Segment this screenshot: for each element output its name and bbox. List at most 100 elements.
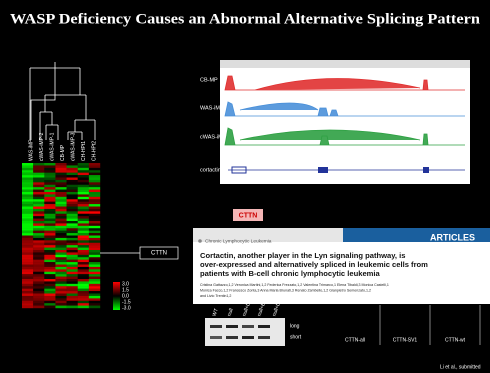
- heatmap-cell: [78, 233, 89, 236]
- page: {"title": "WASP Deficiency Causes an Abn…: [0, 0, 490, 373]
- author-line: and Livio Trentin1,2: [200, 294, 231, 298]
- heatmap-cell: [89, 245, 100, 248]
- heatmap-cell: [33, 294, 44, 297]
- heatmap-cell: [22, 170, 33, 173]
- heatmap-cell: [33, 255, 44, 258]
- band: [210, 336, 222, 339]
- heatmap-cell: [78, 194, 89, 197]
- heatmap-cell: [44, 284, 55, 287]
- exon: [423, 167, 429, 173]
- heatmap-cell: [22, 168, 33, 171]
- heatmap-cell: [89, 178, 100, 181]
- heatmap-cell: [22, 272, 33, 275]
- heatmap-cell: [33, 250, 44, 253]
- author-line: Cristina Gattazzo,1,2 Veronica Martini,1…: [200, 283, 389, 287]
- heatmap-cell: [67, 284, 78, 287]
- heatmap-cell: [67, 286, 78, 289]
- slide-title: WASP Deficiency Causes an Abnormal Alter…: [10, 11, 481, 27]
- heatmap-cell: [89, 182, 100, 185]
- heatmap-cell: [22, 182, 33, 185]
- heatmap-cell: [67, 197, 78, 200]
- heatmap-cell: [55, 202, 66, 205]
- heatmap-cell: [22, 243, 33, 246]
- heatmap-cell: [78, 216, 89, 219]
- dendrogram-label: cWAS-iMP-2: [39, 132, 45, 161]
- heatmap-cell: [44, 204, 55, 207]
- heatmap-cell: [67, 265, 78, 268]
- heatmap-cell: [55, 211, 66, 214]
- heatmap-cell: [55, 185, 66, 188]
- heatmap-cell: [55, 190, 66, 193]
- heatmap-cell: [67, 223, 78, 226]
- heatmap-cell: [22, 178, 33, 181]
- heatmap-cell: [67, 219, 78, 222]
- heatmap-cell: [33, 286, 44, 289]
- heatmap-cell: [67, 182, 78, 185]
- heatmap-cell: [33, 289, 44, 292]
- heatmap-cell: [44, 165, 55, 168]
- heatmap-cell: [89, 291, 100, 294]
- heatmap-cell: [55, 269, 66, 272]
- heatmap-cell: [78, 301, 89, 304]
- heatmap-cell: [22, 281, 33, 284]
- heatmap-cell: [44, 221, 55, 224]
- heatmap-cell: [67, 303, 78, 306]
- heatmap-cell: [44, 252, 55, 255]
- heatmap-cell: [89, 211, 100, 214]
- heatmap-cell: [22, 173, 33, 176]
- heatmap-cell: [89, 265, 100, 268]
- heatmap-cell: [89, 209, 100, 212]
- heatmap-cell: [33, 180, 44, 183]
- heatmap-cell: [89, 221, 100, 224]
- heatmap-cell: [89, 192, 100, 195]
- heatmap-cell: [55, 296, 66, 299]
- heatmap-cell: [67, 192, 78, 195]
- heatmap-cell: [22, 289, 33, 292]
- heatmap-cell: [44, 197, 55, 200]
- heatmap-cell: [44, 298, 55, 301]
- heatmap-cell: [89, 180, 100, 183]
- heatmap-cell: [55, 265, 66, 268]
- heatmap-cell: [55, 194, 66, 197]
- heatmap-cell: [55, 233, 66, 236]
- heatmap-cell: [89, 165, 100, 168]
- heatmap-cell: [33, 257, 44, 260]
- heatmap-cell: [44, 214, 55, 217]
- heatmap-cell: [67, 214, 78, 217]
- heatmap-cell: [22, 260, 33, 263]
- headline-line: Cortactin, another player in the Lyn sig…: [200, 251, 406, 260]
- heatmap-cell: [89, 204, 100, 207]
- heatmap-cell: [33, 252, 44, 255]
- heatmap-cell: [22, 267, 33, 270]
- track-label: cWAS-iMP: [200, 134, 227, 140]
- heatmap-cell: [22, 165, 33, 168]
- heatmap-cell: [33, 202, 44, 205]
- dendrogram-label: cWAS-iMP-3: [70, 132, 76, 161]
- heatmap-cell: [55, 240, 66, 243]
- heatmap-cell: [33, 221, 44, 224]
- bullet: [198, 239, 202, 243]
- heatmap-cell: [78, 173, 89, 176]
- heatmap-cell: [22, 190, 33, 193]
- heatmap-cell: [89, 240, 100, 243]
- heatmap-cell: [44, 279, 55, 282]
- heatmap-cell: [55, 223, 66, 226]
- heatmap-cell: [22, 245, 33, 248]
- paper-tag: CTTN: [239, 212, 258, 219]
- heatmap-cell: [55, 214, 66, 217]
- heatmap-cell: [78, 296, 89, 299]
- heatmap-cell: [33, 209, 44, 212]
- heatmap-cell: [78, 272, 89, 275]
- heatmap-cell: [78, 298, 89, 301]
- heatmap-cell: [67, 281, 78, 284]
- heatmap-cell: [55, 301, 66, 304]
- heatmap-cell: [33, 219, 44, 222]
- heatmap-cell: [78, 170, 89, 173]
- heatmap-cell: [55, 294, 66, 297]
- section: ARTICLES: [430, 232, 475, 242]
- heatmap-cell: [44, 175, 55, 178]
- heatmap-cell: [55, 168, 66, 171]
- heatmap-cell: [67, 250, 78, 253]
- heatmap-cell: [44, 209, 55, 212]
- heatmap-cell: [33, 298, 44, 301]
